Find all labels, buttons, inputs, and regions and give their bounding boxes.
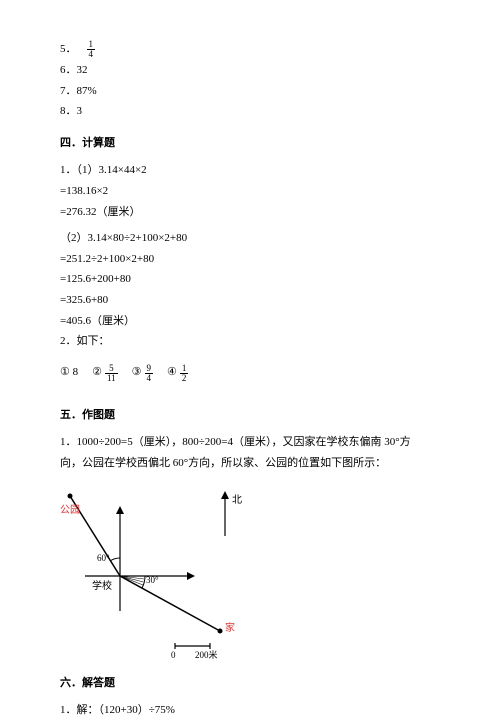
calc-trailer: 2．如下： xyxy=(60,333,440,351)
calc2-line3: =125.6+200+80 xyxy=(60,271,440,289)
answer-6: 6．32 xyxy=(60,62,440,80)
label-scale-0: 0 xyxy=(171,648,176,662)
frac-item-4: ④ 1 2 xyxy=(167,364,188,383)
diagram-svg xyxy=(60,481,280,661)
frac-item-3: ③ 9 4 xyxy=(132,364,153,383)
answer6-line1: 1．解：（120+30）÷75% xyxy=(60,702,440,720)
label-park: 公园 xyxy=(60,503,80,519)
calc1-line3: =276.32（厘米） xyxy=(60,204,440,222)
section-6-title: 六．解答题 xyxy=(60,675,440,693)
answer-5-prefix: 5． xyxy=(60,41,77,59)
label-angle-30: 30° xyxy=(146,573,159,587)
fractions-row: ① 8 ② 5 11 ③ 9 4 ④ 1 2 xyxy=(60,364,440,383)
calc2-line1: （2）3.14×80÷2+100×2+80 xyxy=(60,230,440,248)
frac-item-4-frac: 1 2 xyxy=(180,364,189,383)
calc2-line5: =405.6（厘米） xyxy=(60,313,440,331)
calc1-line1: 1．（1）3.14×44×2 xyxy=(60,162,440,180)
label-school: 学校 xyxy=(92,579,112,595)
frac-den: 4 xyxy=(87,50,96,59)
frac-item-2-label: ② xyxy=(92,364,102,382)
calc1-line2: =138.16×2 xyxy=(60,183,440,201)
answer-7: 7．87% xyxy=(60,83,440,101)
label-north: 北 xyxy=(232,493,242,509)
frac-item-2-frac: 5 11 xyxy=(105,364,118,383)
frac-item-4-label: ④ xyxy=(167,364,177,382)
answer-5: 5． 1 4 xyxy=(60,40,440,59)
frac-item-3-label: ③ xyxy=(132,364,142,382)
calc2-line2: =251.2÷2+100×2+80 xyxy=(60,251,440,269)
frac-item-1: ① 8 xyxy=(60,364,78,382)
answer-5-fraction: 1 4 xyxy=(87,40,96,59)
answer-8: 8．3 xyxy=(60,103,440,121)
section-5-title: 五．作图题 xyxy=(60,407,440,425)
frac-item-3-frac: 9 4 xyxy=(145,364,154,383)
label-scale-200: 200米 xyxy=(195,648,218,662)
calc2-line4: =325.6+80 xyxy=(60,292,440,310)
drawing-text-1: 1．1000÷200=5（厘米），800÷200=4（厘米），又因家在学校东偏南… xyxy=(60,434,440,452)
section-4-title: 四．计算题 xyxy=(60,135,440,153)
drawing-text-2: 向，公园在学校西偏北 60°方向，所以家、公园的位置如下图所示： xyxy=(60,455,440,473)
frac-item-2: ② 5 11 xyxy=(92,364,118,383)
position-diagram: 公园 北 60° 30° 学校 家 0 200米 xyxy=(60,481,280,661)
label-home: 家 xyxy=(225,621,235,637)
label-angle-60: 60° xyxy=(97,551,110,565)
